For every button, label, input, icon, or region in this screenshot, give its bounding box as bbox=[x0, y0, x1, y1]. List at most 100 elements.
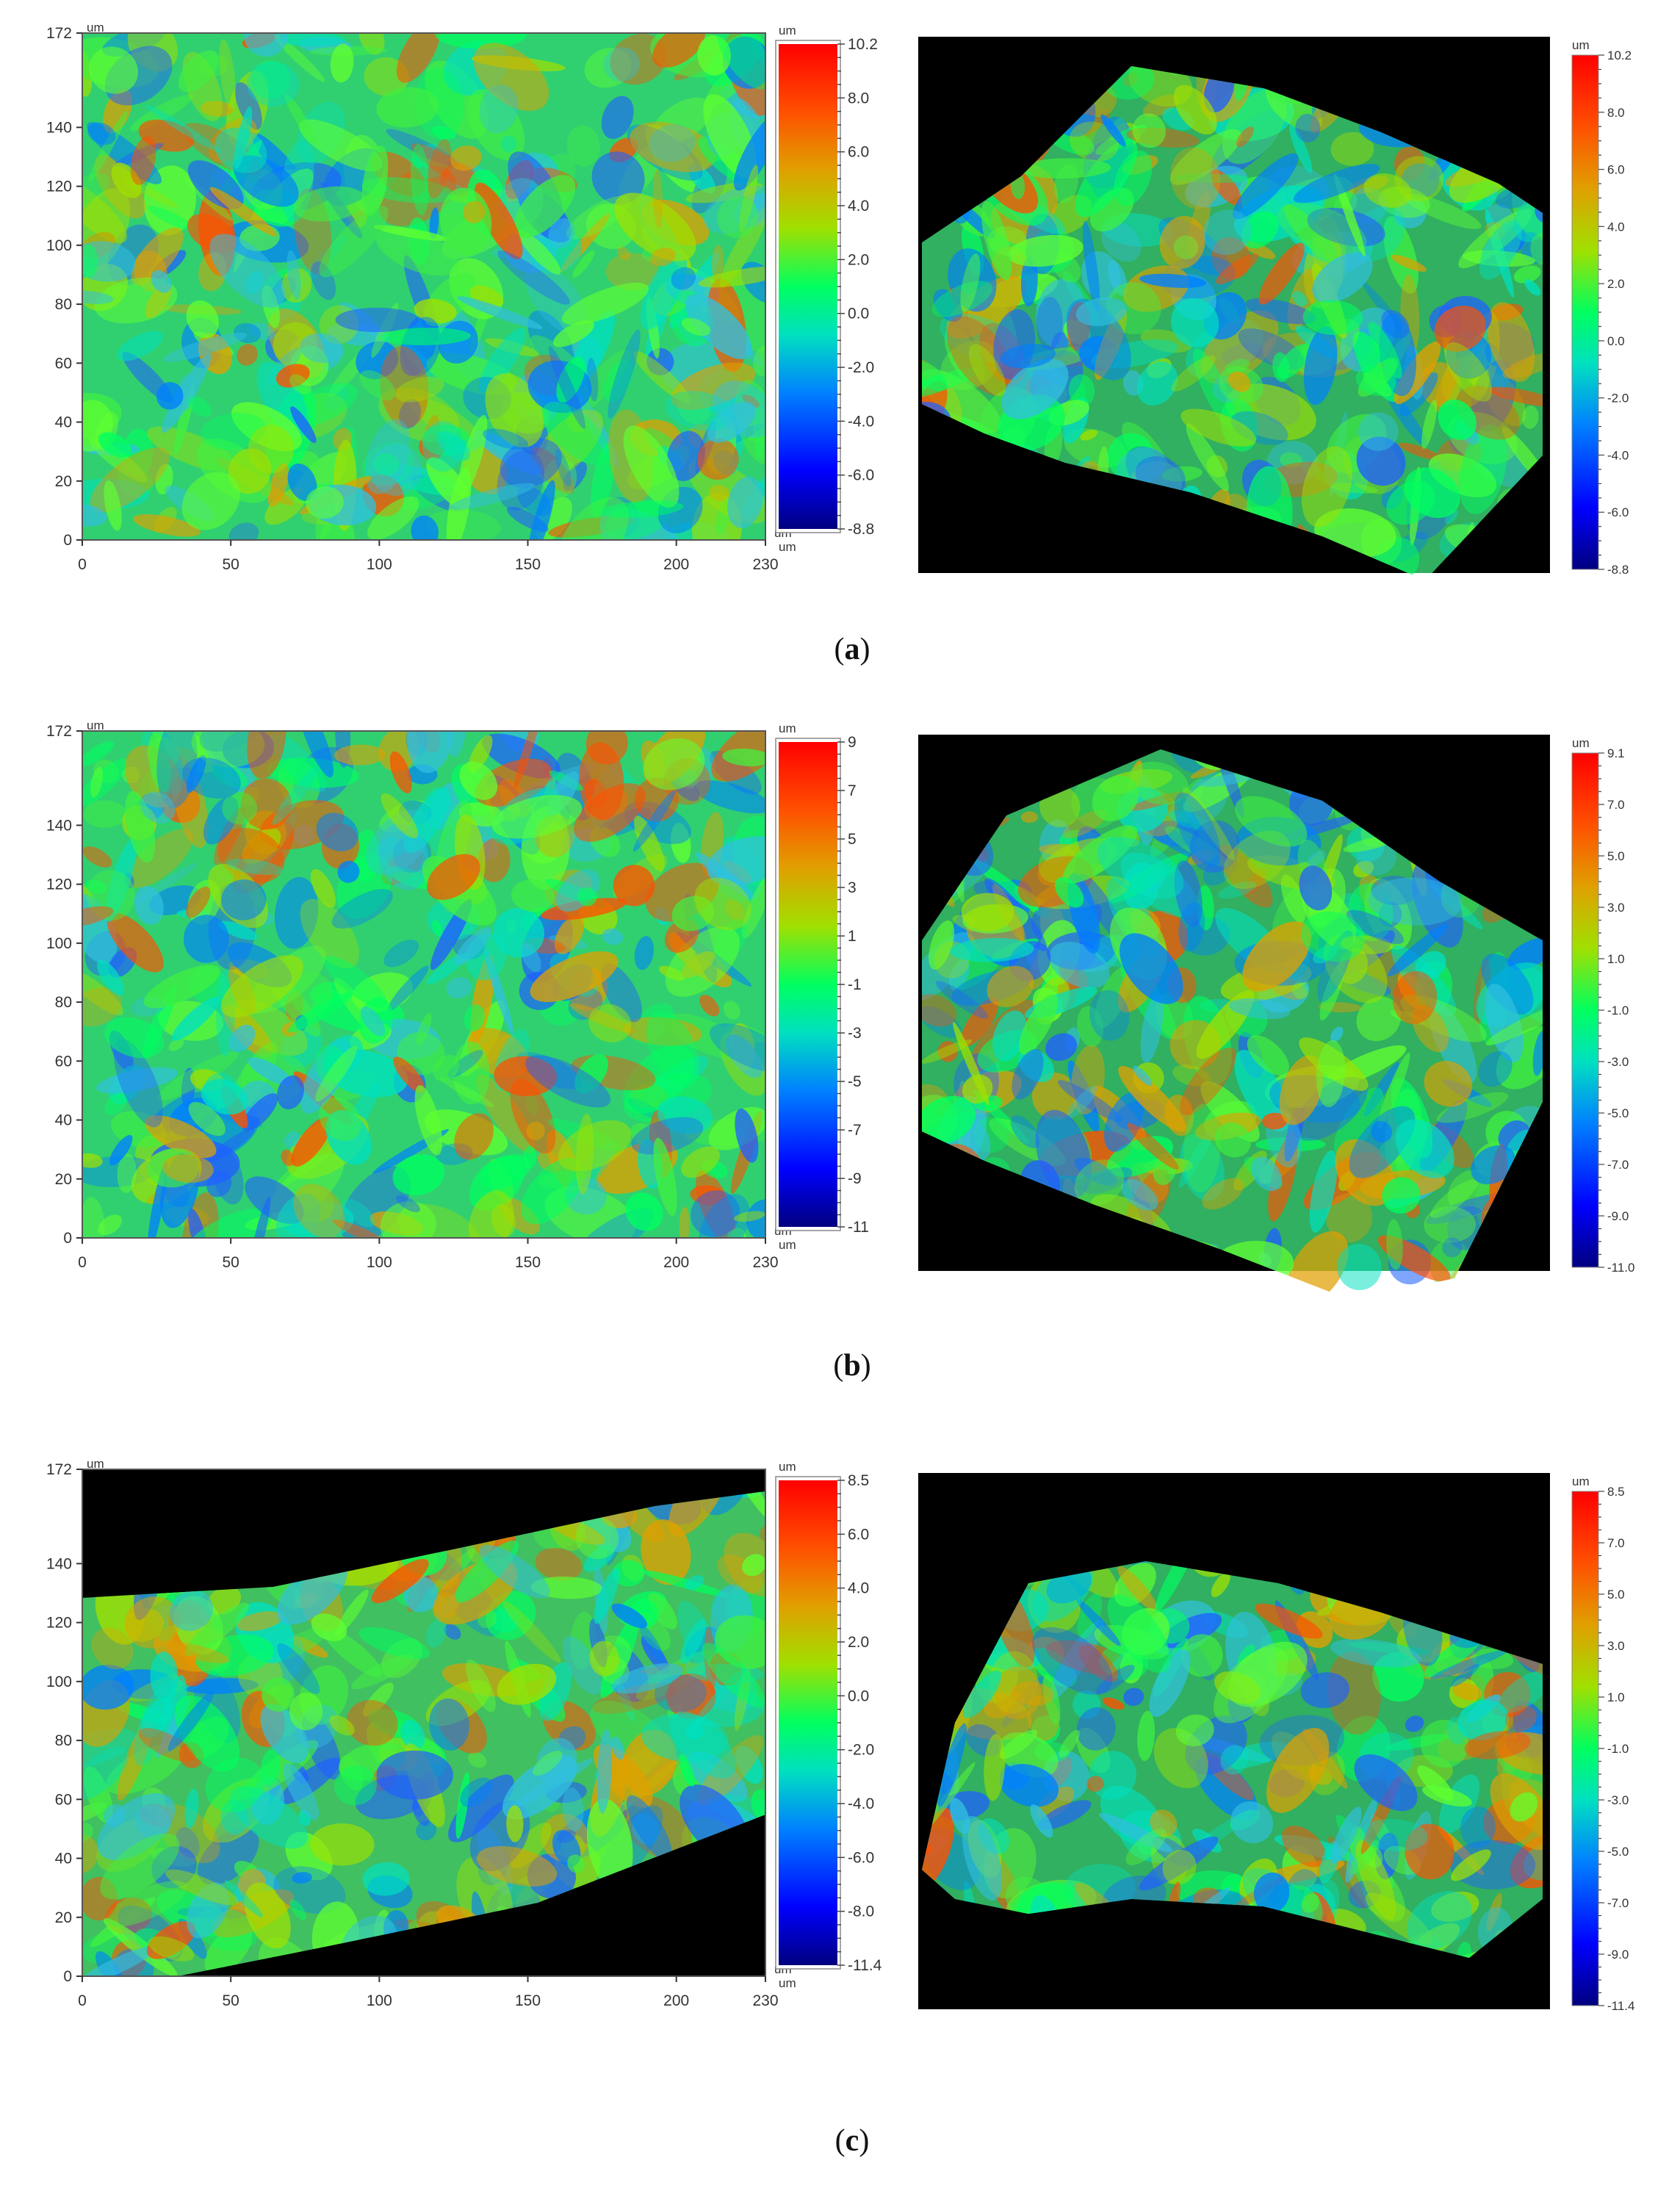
colorbar-unit-bottom: um bbox=[779, 540, 796, 554]
x-tick-label: 0 bbox=[78, 1992, 87, 2009]
colorbar-label: 0.0 bbox=[848, 1687, 869, 1704]
height-map-2d-a bbox=[82, 33, 765, 540]
colorbar bbox=[779, 44, 837, 529]
x-tick-label: 100 bbox=[367, 556, 392, 573]
y-tick-label: 120 bbox=[46, 179, 72, 195]
colorbar-label: 9 bbox=[848, 734, 857, 751]
colorbar-label: 10.2 bbox=[848, 36, 878, 53]
colorbar-label: 8.0 bbox=[848, 90, 869, 107]
colorbar-unit-top: um bbox=[779, 24, 796, 37]
x-tick-label: 230 bbox=[752, 1992, 778, 2009]
colorbar-label: -3 bbox=[848, 1025, 862, 1042]
caption-letter: a bbox=[844, 633, 860, 666]
plot3d-b: um 9.1 7.0 5.0 3.0 1.0 -1.0 -3.0 -5.0 -7.0 -9.0 -11… bbox=[918, 735, 1635, 1300]
y-unit-label: um bbox=[87, 1458, 104, 1471]
colorbar-label: 7 bbox=[848, 782, 857, 799]
height-map-2d-b bbox=[82, 731, 765, 1238]
colorbar-label: -1.0 bbox=[1607, 1742, 1629, 1756]
colorbar-unit-top: um bbox=[779, 1460, 796, 1474]
y-tick-label: 0 bbox=[63, 1968, 72, 1985]
colorbar-label: -6.0 bbox=[848, 1849, 874, 1866]
colorbar-label: -8.0 bbox=[848, 1903, 874, 1920]
x-tick-label: 150 bbox=[515, 1992, 541, 2009]
colorbar-label: 1.0 bbox=[1607, 952, 1625, 966]
colorbar-label: 4.0 bbox=[848, 1580, 869, 1597]
colorbar-label: -2.0 bbox=[1607, 392, 1629, 406]
y-tick-label: 172 bbox=[46, 25, 72, 42]
colorbar-label: 4.0 bbox=[848, 198, 869, 215]
colorbar-label: -8.8 bbox=[1607, 563, 1629, 577]
x-tick-label: 150 bbox=[515, 1254, 541, 1271]
y-tick-label: 20 bbox=[55, 1171, 72, 1188]
colorbar-label: -7 bbox=[848, 1122, 862, 1139]
y-tick-label: 140 bbox=[46, 817, 72, 834]
colorbar-unit-bottom: um bbox=[779, 1238, 796, 1252]
x-tick-label: 0 bbox=[78, 1254, 87, 1271]
y-tick-label: 80 bbox=[55, 296, 72, 313]
panel-caption-b: (b) bbox=[833, 1349, 871, 1383]
caption-letter: b bbox=[843, 1349, 861, 1383]
colorbar-label: -5 bbox=[848, 1073, 862, 1090]
plot2d-a: 0 50 100 150 200 230 0 20 40 60 80 100 120 140 172 um um… bbox=[46, 22, 878, 573]
colorbar-unit-top: um bbox=[1572, 1474, 1590, 1488]
colorbar-label: -5.0 bbox=[1607, 1845, 1629, 1859]
colorbar-label: 3 bbox=[848, 879, 857, 896]
plot-frame bbox=[82, 730, 766, 1239]
colorbar-label: -1.0 bbox=[1607, 1004, 1629, 1017]
x-tick-label: 230 bbox=[752, 556, 778, 573]
colorbar-label: -4.0 bbox=[848, 1795, 874, 1812]
y-tick-label: 120 bbox=[46, 1615, 72, 1632]
x-tick-label: 200 bbox=[663, 556, 689, 573]
colorbar-label: -5.0 bbox=[1607, 1106, 1629, 1120]
caption-letter: c bbox=[845, 2124, 859, 2158]
colorbar-label: -8.8 bbox=[848, 521, 874, 538]
plot2d-c: 0 50 100 150 200 230 0 20 40 60 80 100 120 140 172 um um… bbox=[46, 1458, 882, 2009]
y-tick-label: 20 bbox=[55, 473, 72, 490]
colorbar-label: 6.0 bbox=[848, 144, 869, 161]
colorbar bbox=[1571, 1491, 1599, 2006]
colorbar-label: -9 bbox=[848, 1170, 862, 1187]
colorbar-label: -6.0 bbox=[848, 467, 874, 484]
x-tick-label: 50 bbox=[222, 556, 239, 573]
colorbar-label: 4.0 bbox=[1607, 220, 1625, 234]
colorbar-unit-top: um bbox=[779, 721, 796, 735]
x-tick-label: 200 bbox=[663, 1254, 689, 1271]
y-tick-label: 0 bbox=[63, 532, 72, 549]
y-tick-label: 60 bbox=[55, 1053, 72, 1070]
y-unit-label: um bbox=[87, 22, 104, 35]
colorbar-label: 8.0 bbox=[1607, 106, 1625, 120]
y-tick-label: 140 bbox=[46, 1555, 72, 1572]
panel-caption-c: (c) bbox=[834, 2124, 870, 2158]
x-tick-label: 0 bbox=[78, 556, 87, 573]
colorbar-label: 2.0 bbox=[1607, 277, 1625, 291]
x-tick-label: 200 bbox=[663, 1992, 689, 2009]
plot3d-a: um 10.2 8.0 6.0 4.0 2.0 0.0 -2.0 -4.0 -6.0 -8.8 bbox=[918, 37, 1632, 580]
colorbar-label: -3.0 bbox=[1607, 1055, 1629, 1069]
y-tick-label: 80 bbox=[55, 1732, 72, 1749]
x-tick-label: 150 bbox=[515, 556, 541, 573]
colorbar-unit-top: um bbox=[1572, 38, 1590, 52]
colorbar-label: 8.5 bbox=[1607, 1485, 1625, 1499]
colorbar-label: -2.0 bbox=[848, 359, 874, 376]
colorbar-label: -4.0 bbox=[848, 413, 874, 430]
colorbar-label: 5.0 bbox=[1607, 1588, 1625, 1602]
plot-frame bbox=[82, 1469, 766, 1977]
colorbar-label: 7.0 bbox=[1607, 1536, 1625, 1550]
colorbar-label: 2.0 bbox=[848, 251, 869, 268]
colorbar-label: 5.0 bbox=[1607, 849, 1625, 863]
panel-caption-a: (a) bbox=[834, 633, 870, 666]
colorbar-label: 5 bbox=[848, 831, 857, 848]
y-tick-label: 40 bbox=[55, 414, 72, 431]
colorbar-label: 2.0 bbox=[848, 1634, 869, 1651]
colorbar bbox=[1571, 752, 1599, 1268]
plot3d-c: um 8.5 7.0 5.0 3.0 1.0 -1.0 -3.0 -5.0 -7.0 -9.0 -11… bbox=[918, 1473, 1635, 2013]
y-tick-label: 40 bbox=[55, 1851, 72, 1867]
y-tick-label: 20 bbox=[55, 1909, 72, 1926]
colorbar-label: 6.0 bbox=[848, 1526, 869, 1543]
colorbar bbox=[779, 1480, 837, 1965]
colorbar-label: 0.0 bbox=[848, 306, 869, 323]
colorbar-label: 8.5 bbox=[848, 1472, 869, 1489]
colorbar-label: -11.4 bbox=[848, 1957, 882, 1974]
colorbar-label: -7.0 bbox=[1607, 1158, 1629, 1172]
colorbar-label: 1 bbox=[848, 928, 857, 945]
